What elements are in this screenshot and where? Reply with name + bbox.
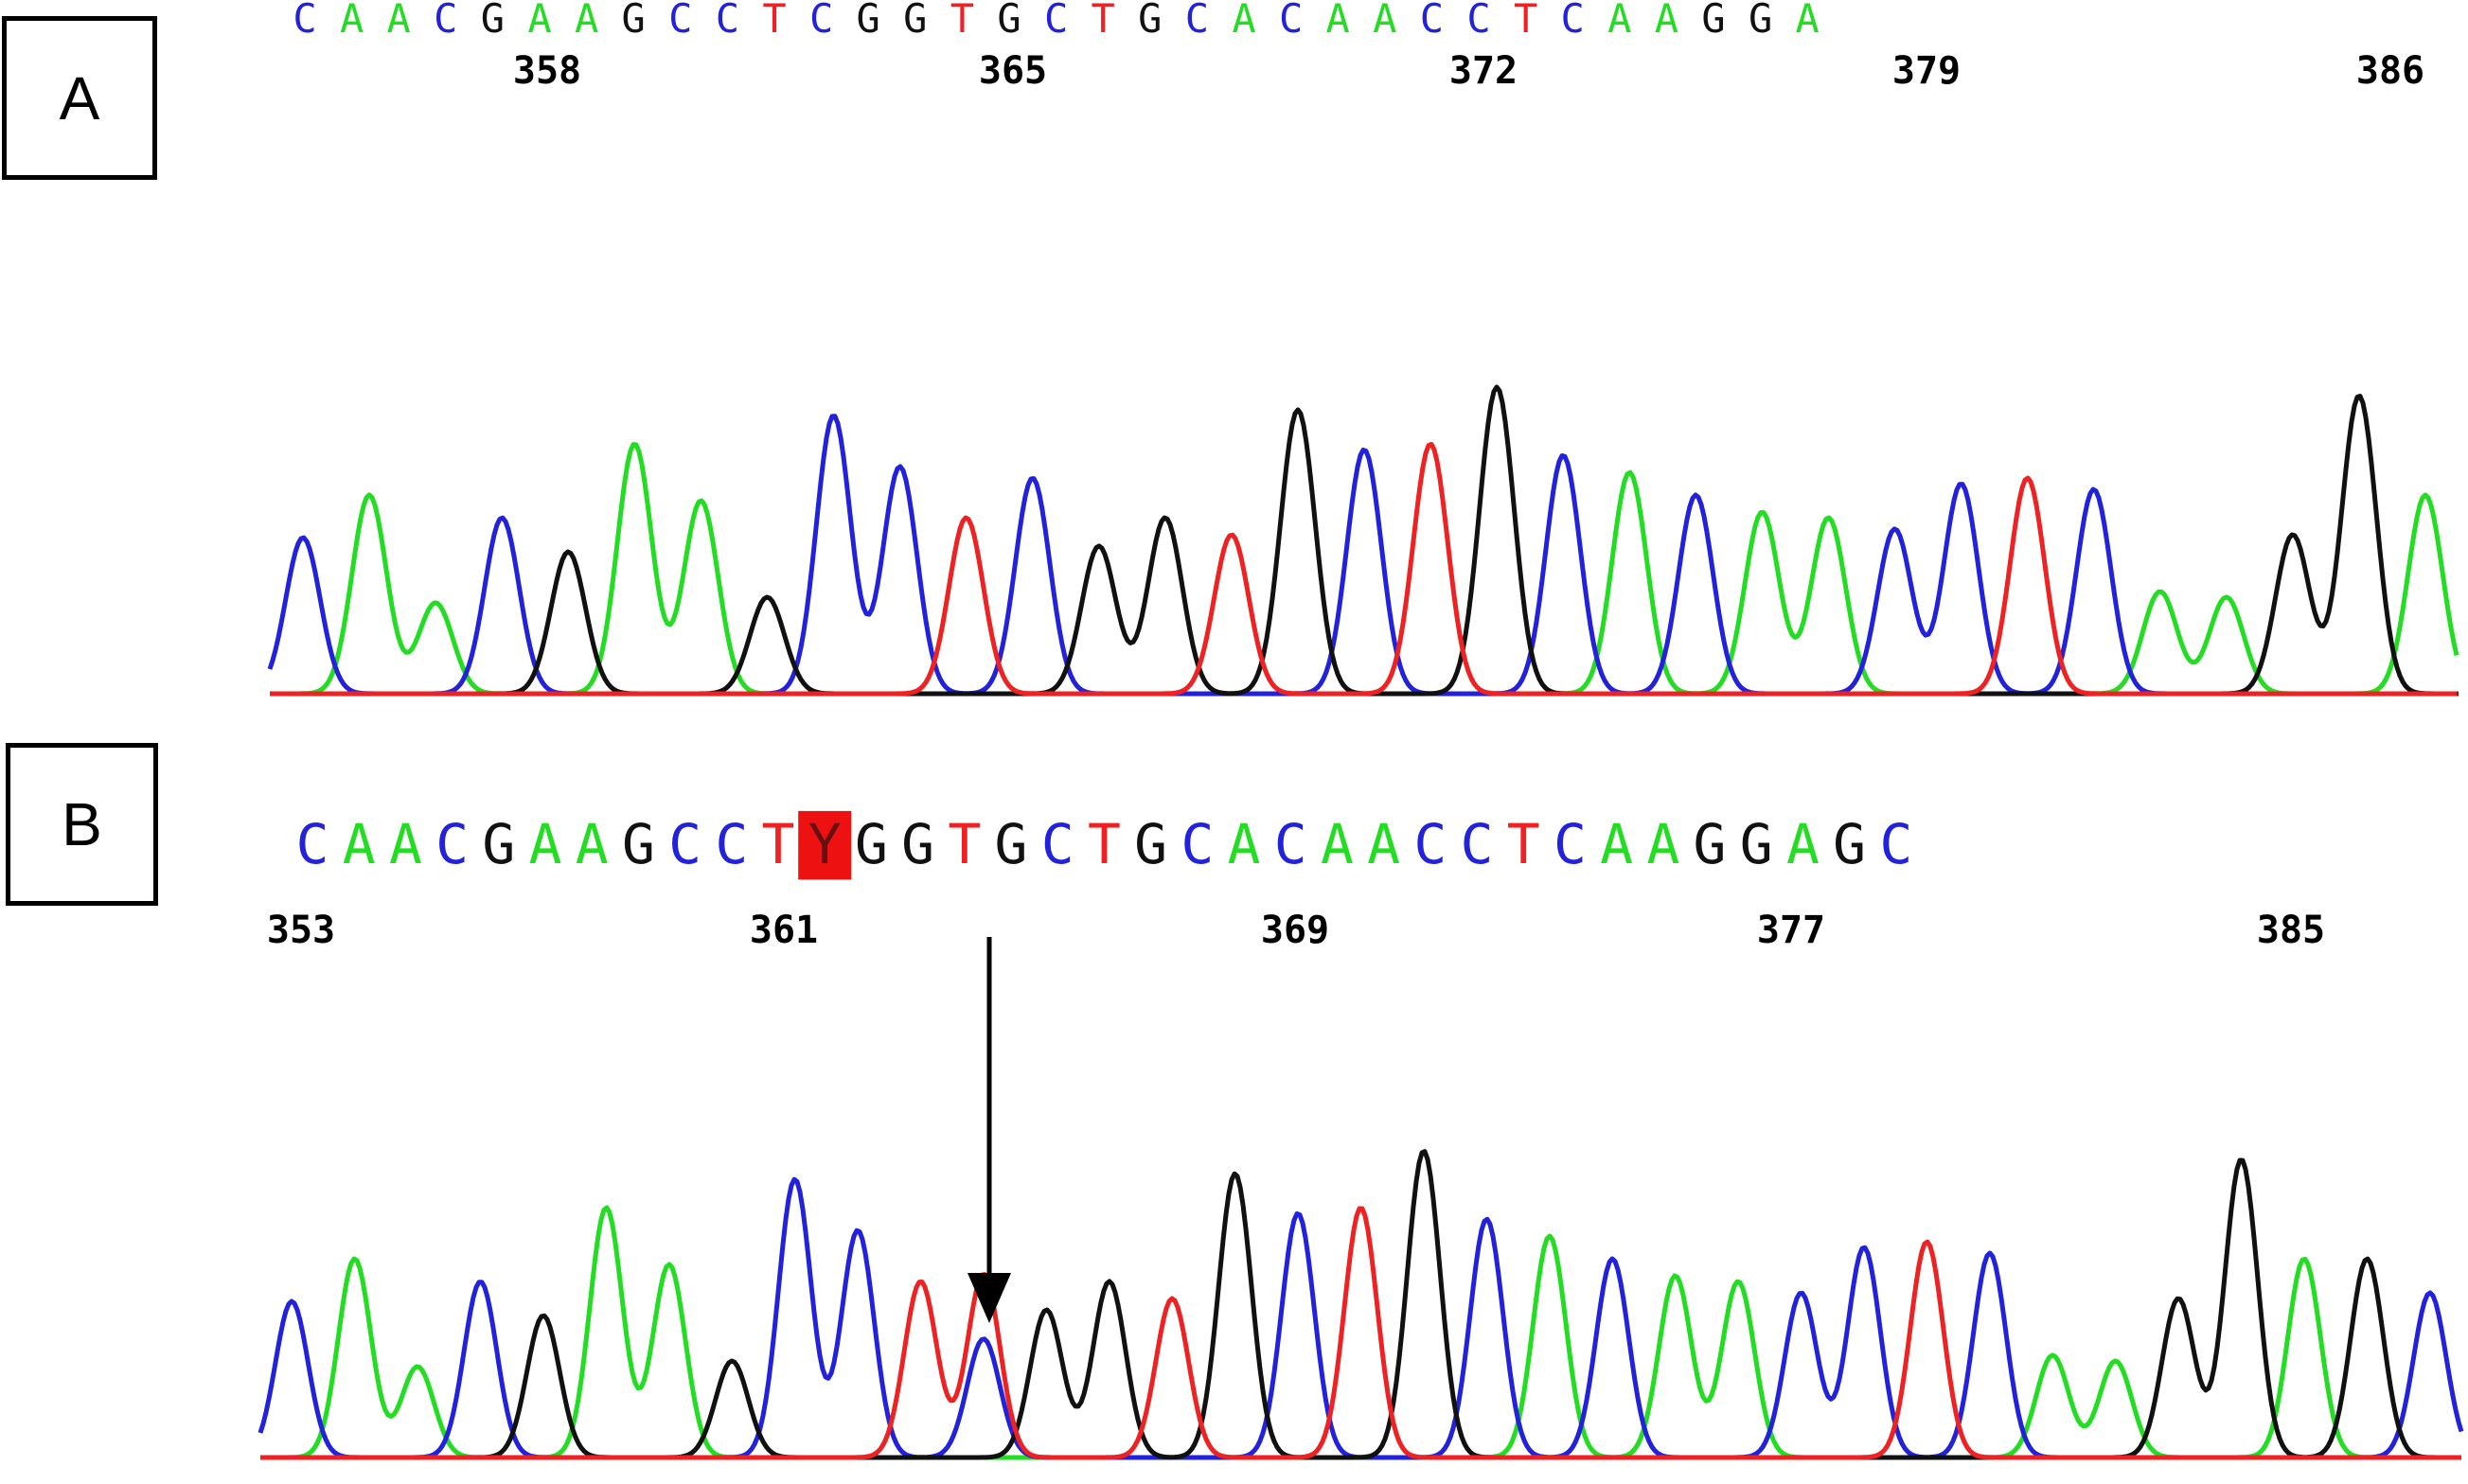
base-call-letter: C: [716, 0, 739, 42]
position-number: 365: [979, 49, 1047, 93]
base-call-letter: G: [997, 0, 1021, 42]
base-call-letter: A: [1600, 812, 1633, 876]
base-call-letter: A: [343, 812, 376, 876]
base-call-letter: A: [1321, 812, 1354, 876]
base-call-letter: G: [901, 812, 934, 876]
position-number: 372: [1449, 49, 1518, 93]
trace-area-b: [257, 1149, 2464, 1460]
base-call-letter: G: [1833, 812, 1866, 876]
base-call-letter: T: [950, 0, 974, 42]
base-call-letter: A: [340, 0, 364, 42]
position-number: 361: [750, 909, 818, 952]
base-call-letter: T: [762, 0, 786, 42]
base-call-letter: A: [1655, 0, 1678, 42]
base-call-letter: C: [1279, 0, 1303, 42]
base-call-letter: A: [575, 0, 598, 42]
base-call-letter: C: [1044, 0, 1068, 42]
base-call-letter: G: [1138, 0, 1162, 42]
trace-line-a: [260, 1205, 2461, 1460]
base-call-letter: G: [903, 0, 927, 42]
position-number: 358: [513, 49, 581, 93]
base-call-letter: C: [1554, 812, 1587, 876]
base-call-letter: G: [1749, 0, 1772, 42]
base-call-letter: C: [1041, 812, 1074, 876]
base-call-letter: C: [434, 0, 457, 42]
position-number: 379: [1892, 49, 1961, 93]
base-call-letter: T: [1507, 812, 1540, 876]
base-call-letter: A: [1228, 812, 1261, 876]
base-call-letter: C: [1879, 812, 1912, 876]
base-call-letter: C: [1466, 0, 1490, 42]
base-call-letter: G: [1701, 0, 1725, 42]
base-call-letter: G: [622, 0, 646, 42]
base-call-letter: C: [809, 0, 833, 42]
panel-label-b: B: [6, 743, 158, 906]
base-call-letter: A: [1796, 0, 1820, 42]
base-call-letter: C: [668, 812, 701, 876]
base-call-letter: C: [1461, 812, 1494, 876]
panel-label-b-text: B: [62, 790, 102, 858]
base-call-letter: G: [481, 0, 505, 42]
mutation-highlight: [798, 810, 852, 880]
mutation-arrow: [968, 937, 1011, 1323]
base-call-letter: C: [296, 812, 329, 876]
base-call-letter: A: [387, 0, 411, 42]
panel-label-a: A: [2, 16, 157, 180]
base-call-letter: C: [1181, 812, 1214, 876]
trace-line-c: [267, 414, 2457, 697]
base-call-letter: A: [576, 812, 609, 876]
base-call-letter: A: [1367, 812, 1400, 876]
trace-line-t: [260, 1206, 2461, 1460]
trace-line-g: [270, 384, 2457, 697]
base-call-letter: T: [948, 812, 981, 876]
base-call-letter: T: [1092, 0, 1115, 42]
base-call-letter: C: [1274, 812, 1307, 876]
position-number: 353: [267, 909, 335, 952]
base-call-letter: Y: [808, 812, 842, 876]
base-call-letter: A: [1607, 0, 1631, 42]
base-call-letter: A: [1786, 812, 1820, 876]
base-call-letter: A: [1326, 0, 1350, 42]
base-call-letter: G: [622, 812, 655, 876]
base-call-letter: C: [435, 812, 469, 876]
panel-label-a-text: A: [59, 63, 100, 132]
position-number: 385: [2257, 909, 2325, 952]
base-call-letter: G: [1740, 812, 1773, 876]
base-call-letter: G: [857, 0, 880, 42]
base-call-letter: C: [1561, 0, 1585, 42]
base-call-letter: A: [1373, 0, 1396, 42]
trace-area-a: [267, 384, 2459, 697]
base-call-letter: T: [1088, 812, 1121, 876]
base-call-letter: G: [1694, 812, 1727, 876]
base-call-letter: A: [1646, 812, 1679, 876]
position-number: 386: [2356, 49, 2424, 93]
base-call-letter: G: [1134, 812, 1167, 876]
base-call-letter: T: [762, 812, 795, 876]
base-call-letter: G: [855, 812, 888, 876]
position-labels-b: 353 361 369 377 385: [267, 909, 2325, 952]
base-call-letter: C: [1185, 0, 1209, 42]
base-call-letter: C: [293, 0, 316, 42]
position-number: 369: [1261, 909, 1329, 952]
base-call-letter: C: [668, 0, 692, 42]
base-call-letter: A: [529, 812, 562, 876]
base-call-letter: T: [1514, 0, 1537, 42]
position-labels-a: 358 365 372 379 386: [513, 49, 2424, 93]
trace-line-t: [270, 441, 2457, 697]
base-call-letter: C: [1413, 812, 1447, 876]
position-number: 377: [1757, 909, 1825, 952]
base-call-letter: A: [527, 0, 551, 42]
base-call-letter: C: [715, 812, 748, 876]
base-call-letter: G: [482, 812, 515, 876]
base-call-letter: C: [1420, 0, 1444, 42]
base-call-letter: A: [1232, 0, 1255, 42]
base-call-letter: A: [389, 812, 422, 876]
base-call-letter: G: [995, 812, 1028, 876]
